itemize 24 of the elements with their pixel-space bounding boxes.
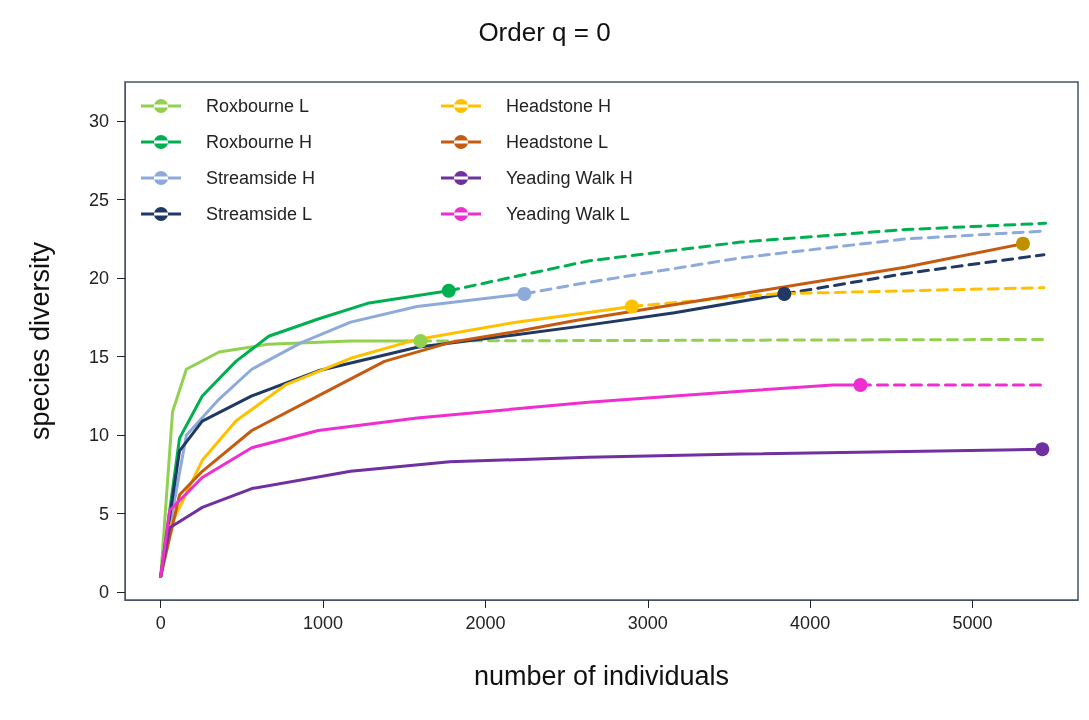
x-axis-title: number of individuals [473, 660, 730, 691]
x-tick-label: 0 [155, 613, 166, 633]
legend-label: Streamside L [206, 204, 313, 224]
y-tick-label: 10 [88, 425, 109, 446]
y-axis-title: species diversity [24, 241, 55, 441]
legend-label: Headstone L [506, 132, 609, 152]
legend-label: Streamside H [206, 168, 316, 188]
y-tick-label: 5 [98, 503, 109, 524]
legend-label: Yeading Walk L [506, 204, 630, 224]
y-tick-label: 25 [88, 189, 109, 210]
x-tick-label: 3000 [627, 613, 668, 633]
x-tick-label: 2000 [465, 613, 506, 633]
y-tick-label: 30 [88, 111, 109, 132]
y-tick-label: 20 [88, 268, 109, 289]
x-tick-label: 4000 [790, 613, 831, 633]
legend-label: Headstone H [506, 96, 612, 116]
chart-title: Order q = 0 [478, 17, 611, 47]
x-tick-label: 5000 [952, 613, 993, 633]
legend-label: Roxbourne H [206, 132, 313, 152]
legend-label: Yeading Walk H [506, 168, 633, 188]
x-tick-label: 1000 [303, 613, 344, 633]
y-tick-label: 0 [98, 582, 109, 603]
legend-label: Roxbourne L [206, 96, 310, 116]
y-tick-label: 15 [88, 346, 109, 367]
